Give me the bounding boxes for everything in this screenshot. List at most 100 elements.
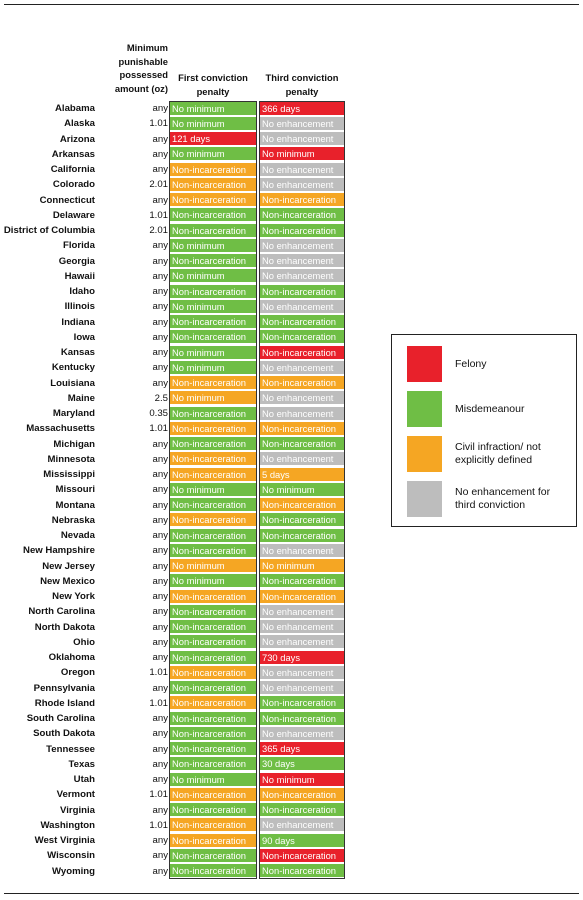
first-conviction-cell: No minimum [170, 391, 256, 406]
state-name: North Dakota [34, 621, 95, 633]
table-row: North Dakota any Non-incarceration No enhan… [0, 620, 360, 635]
first-conviction-cell: Non-incarceration [170, 665, 256, 680]
state-name: Oklahoma [48, 652, 95, 663]
third-conviction-cell: No enhancement [260, 620, 344, 635]
legend-label: Felony [455, 357, 487, 370]
min-amount: any [152, 270, 168, 282]
first-conviction-cell: No minimum [170, 345, 256, 360]
header-third-conviction: Third conviction penalty [265, 72, 339, 97]
state-name: Oregon [60, 667, 95, 679]
first-conviction-cell: Non-incarceration [170, 833, 256, 848]
table-row: Kentucky any No minimum No enhancement [0, 360, 360, 375]
first-conviction-cell: Non-incarceration [170, 696, 256, 711]
min-amount: any [152, 164, 168, 175]
state-name: Colorado [52, 179, 95, 191]
first-conviction-cell: Non-incarceration [170, 177, 256, 192]
first-conviction-cell: No minimum [170, 574, 256, 589]
first-conviction-cell: Non-incarceration [170, 711, 256, 726]
state-name: Utah [73, 774, 95, 785]
state-name: New Hampshire [23, 545, 95, 557]
min-amount: any [152, 103, 168, 114]
state-name: Massachusetts [26, 423, 95, 435]
first-conviction-cell: Non-incarceration [170, 803, 256, 818]
state-name: Connecticut [39, 194, 95, 206]
min-amount: any [152, 469, 168, 480]
min-amount: any [152, 865, 168, 877]
min-amount: any [152, 606, 168, 618]
table-row: Alabama any No minimum 366 days [0, 101, 360, 116]
first-conviction-cell: No minimum [170, 360, 256, 375]
table-row: Michigan any Non-incarceration Non-incarcer… [0, 437, 360, 452]
third-conviction-cell: No enhancement [260, 665, 344, 680]
legend-swatch [407, 436, 442, 472]
state-name: Arizona [59, 133, 95, 145]
third-conviction-cell: Non-incarceration [260, 513, 344, 528]
min-amount: any [152, 575, 168, 587]
third-conviction-cell: No minimum [260, 772, 344, 787]
state-name: Minnesota [47, 453, 95, 465]
min-amount: any [152, 682, 168, 694]
third-conviction-cell: No enhancement [260, 681, 344, 696]
min-amount: 1.01 [149, 423, 168, 435]
third-conviction-cell: Non-incarceration [260, 223, 344, 238]
table-row: Oklahoma any Non-incarceration 730 days [0, 650, 360, 665]
header-first-conviction: First conviction penalty [178, 72, 248, 97]
legend-swatch [407, 481, 442, 517]
third-conviction-cell: 366 days [260, 101, 344, 116]
min-amount: any [152, 438, 168, 450]
min-amount: 2.5 [154, 392, 168, 404]
first-conviction-cell: No minimum [170, 101, 256, 116]
min-amount: any [152, 652, 168, 663]
table-row: Arizona any 121 days No enhancement [0, 132, 360, 147]
legend-swatch [407, 391, 442, 427]
state-name: Mississippi [43, 469, 95, 480]
min-amount: any [152, 835, 168, 846]
table-row: Vermont 1.01 Non-incarceration Non-incarcer… [0, 787, 360, 802]
state-name: Illinois [64, 301, 95, 313]
third-conviction-cell: Non-incarceration [260, 848, 344, 863]
first-conviction-cell: Non-incarceration [170, 284, 256, 299]
third-conviction-cell: No enhancement [260, 254, 344, 269]
third-conviction-cell: No enhancement [260, 162, 344, 177]
state-name: Wisconsin [47, 850, 95, 862]
table-row: West Virginia any Non-incarceration 90 days [0, 833, 360, 848]
third-conviction-cell: No enhancement [260, 635, 344, 650]
third-conviction-cell: No minimum [260, 147, 344, 162]
table-row: Maine 2.5 No minimum No enhancement [0, 391, 360, 406]
state-name: Virginia [59, 804, 95, 816]
state-name: Alaska [64, 118, 95, 130]
table-row: Rhode Island 1.01 Non-incarceration Non-inc… [0, 696, 360, 711]
first-conviction-cell: Non-incarceration [170, 635, 256, 650]
state-name: Kansas [60, 347, 95, 358]
third-conviction-cell: Non-incarceration [260, 330, 344, 345]
legend-item-none: No enhancement for third conviction [407, 481, 572, 517]
table-row: Massachusetts 1.01 Non-incarceration Non-in… [0, 421, 360, 436]
third-conviction-cell: 365 days [260, 742, 344, 757]
first-conviction-cell: No minimum [170, 238, 256, 253]
min-amount: any [152, 850, 168, 862]
min-amount: 1.01 [149, 118, 168, 130]
third-conviction-cell: No enhancement [260, 269, 344, 284]
first-conviction-cell: No minimum [170, 559, 256, 574]
third-conviction-cell: Non-incarceration [260, 574, 344, 589]
state-name: Arkansas [51, 148, 95, 160]
min-amount: 1.01 [149, 697, 168, 709]
third-column-border [259, 101, 345, 879]
first-conviction-cell: Non-incarceration [170, 498, 256, 513]
third-conviction-cell: Non-incarceration [260, 345, 344, 360]
first-conviction-cell: Non-incarceration [170, 467, 256, 482]
first-conviction-cell: Non-incarceration [170, 604, 256, 619]
third-conviction-cell: No enhancement [260, 360, 344, 375]
table-row: Virginia any Non-incarceration Non-incarcer… [0, 803, 360, 818]
table-row: Wisconsin any Non-incarceration Non-incarce… [0, 848, 360, 863]
min-amount: any [152, 301, 168, 313]
first-conviction-cell: Non-incarceration [170, 681, 256, 696]
table-row: New Jersey any No minimum No minimum [0, 559, 360, 574]
table-row: Maryland 0.35 Non-incarceration No enhancem… [0, 406, 360, 421]
table-row: Montana any Non-incarceration Non-incarcera… [0, 498, 360, 513]
table-row: South Dakota any Non-incarceration No enhan… [0, 726, 360, 741]
third-conviction-cell: No enhancement [260, 726, 344, 741]
legend-item-felony: Felony [407, 346, 572, 382]
table-row: Mississippi any Non-incarceration 5 days [0, 467, 360, 482]
first-conviction-cell: Non-incarceration [170, 818, 256, 833]
